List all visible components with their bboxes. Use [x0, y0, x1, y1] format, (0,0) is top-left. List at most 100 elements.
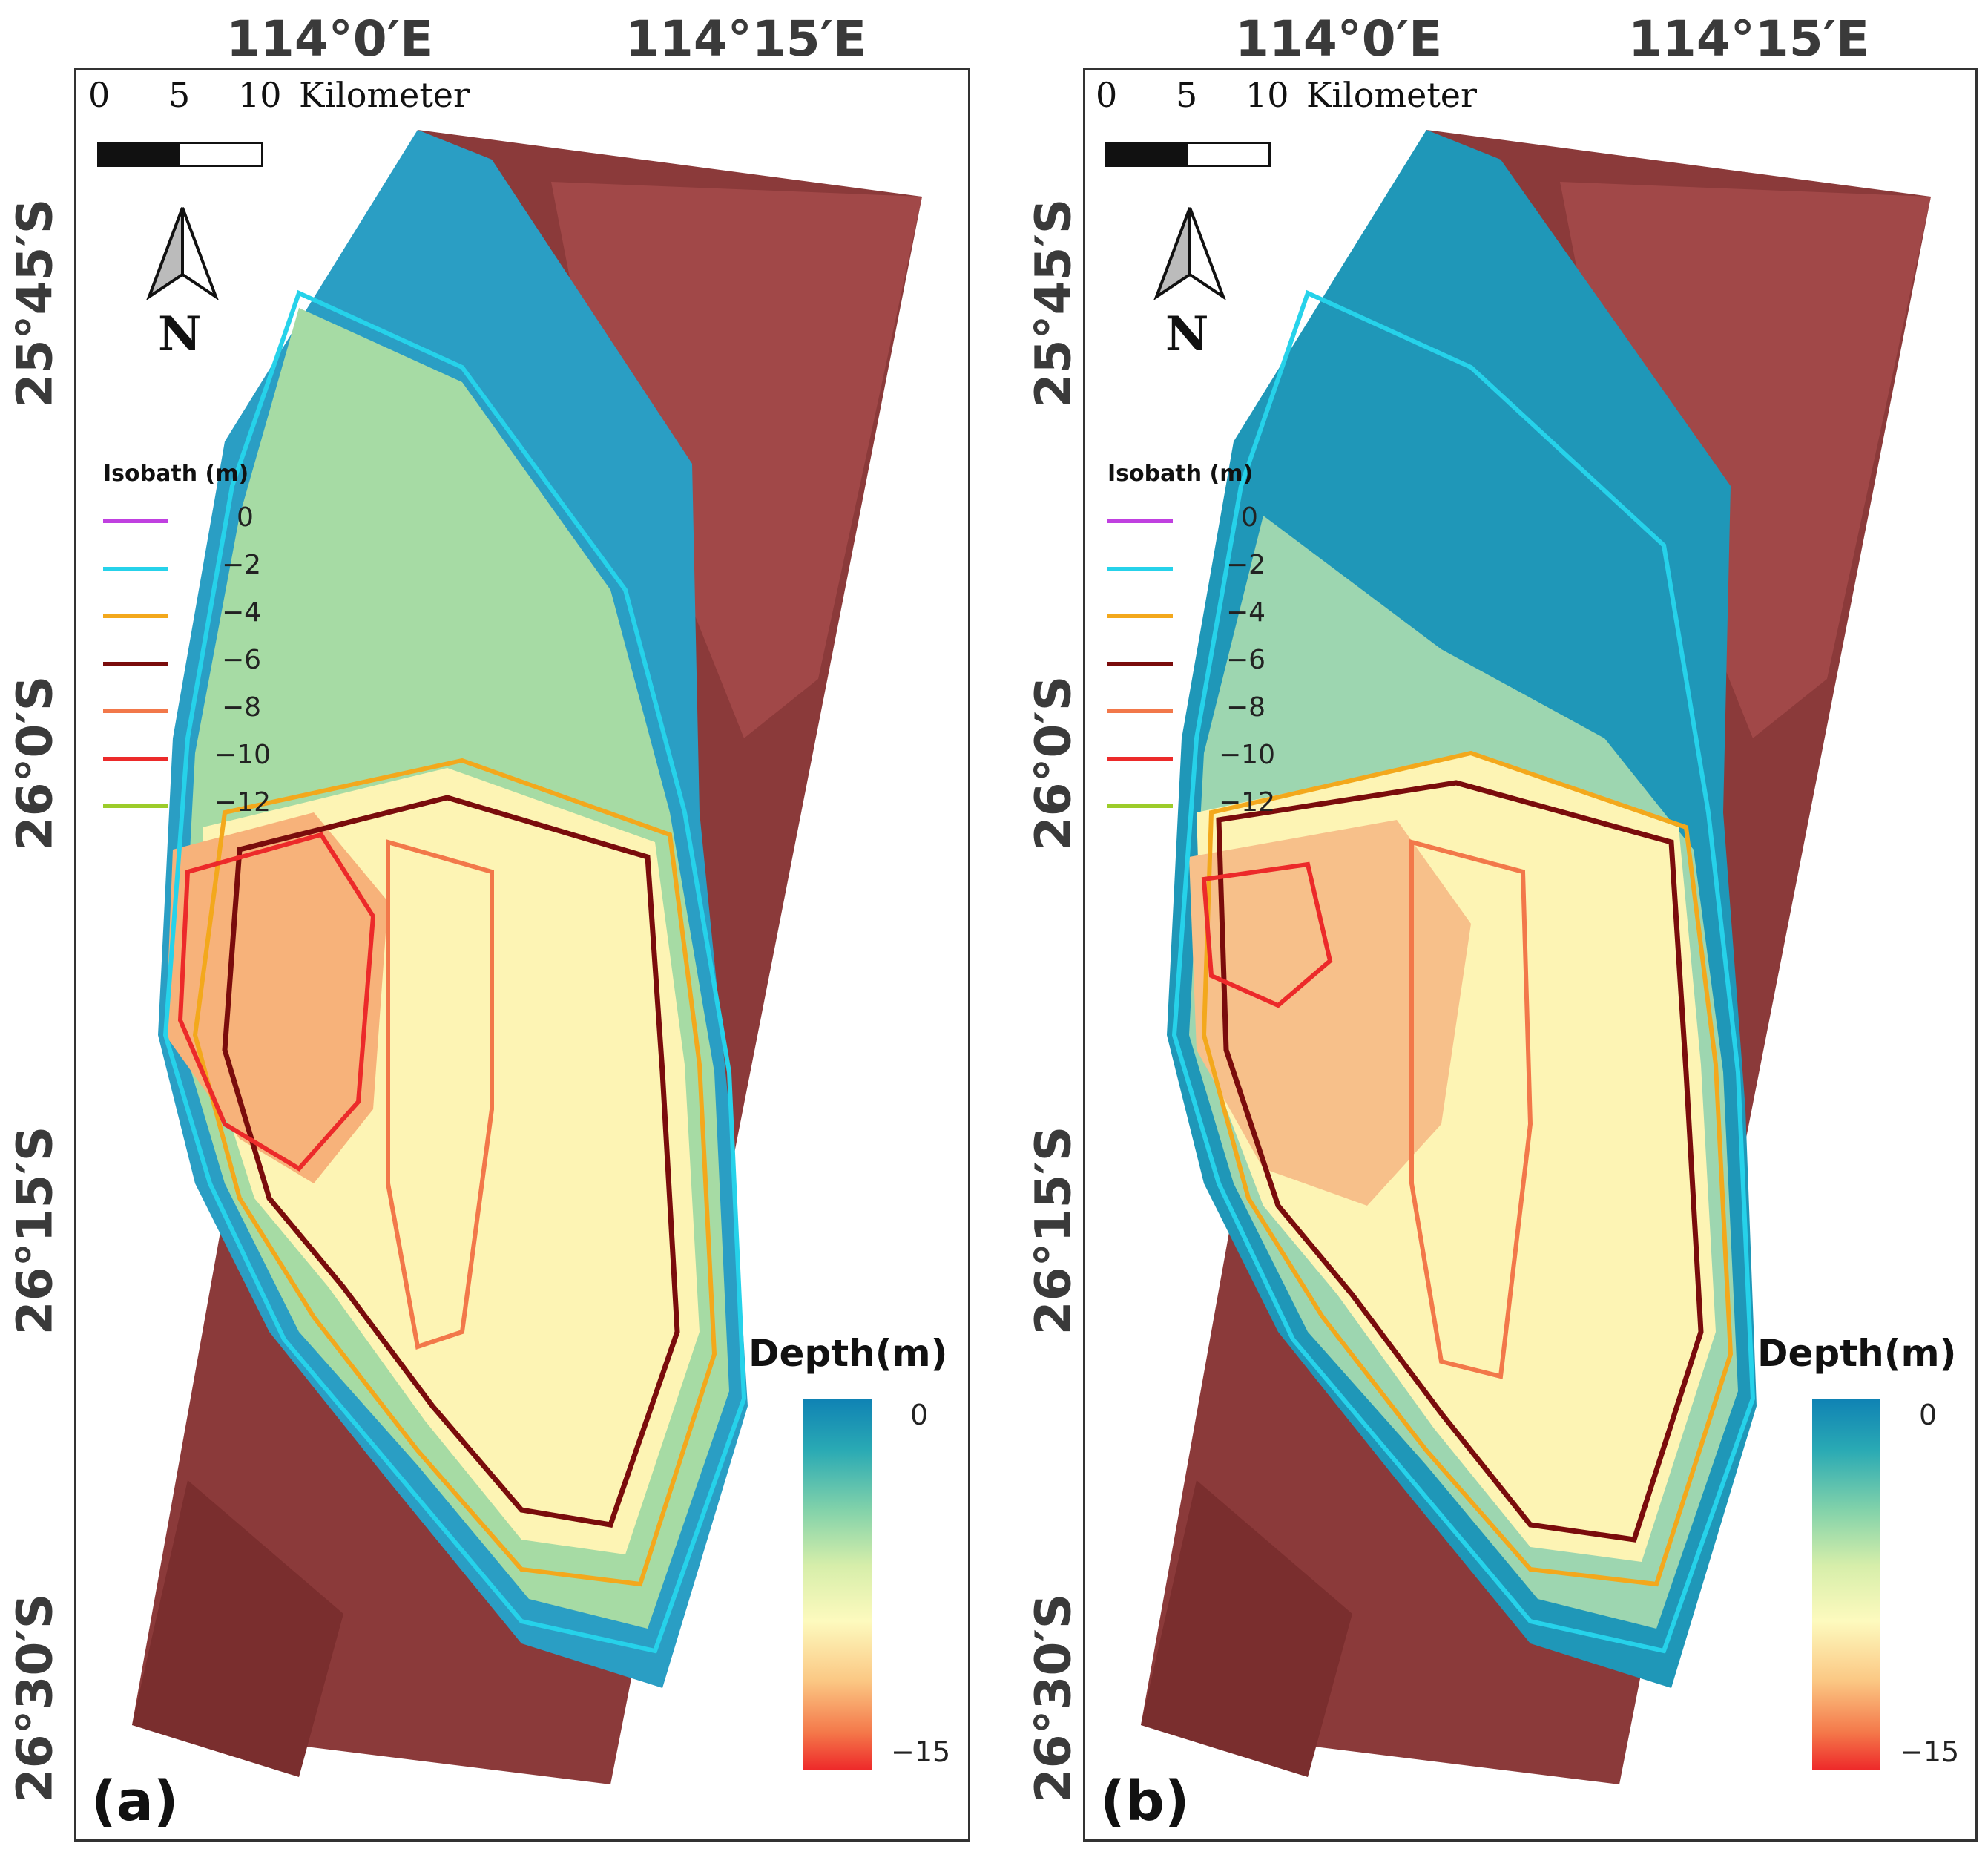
legend-item-5: −10: [1107, 738, 1330, 783]
scale-tick-0: 0: [1096, 75, 1118, 115]
isobath-minus-4: [192, 758, 717, 1587]
isobath-minus-4: [1201, 750, 1734, 1587]
legend-line-0: [103, 519, 168, 523]
map-frame-a: 0 5 10 Kilometer N Isobath (m) 0 −2 −4: [74, 68, 970, 1842]
isobath-minus-8: [1409, 839, 1533, 1379]
legend-line-2: [1107, 614, 1173, 618]
depth-colorbar-title: Depth(m): [1757, 1332, 1957, 1375]
panel-tag-a: (a): [91, 1770, 179, 1833]
isobath-minus-10: [177, 832, 376, 1172]
scale-tick-10: 10: [238, 75, 282, 115]
panel-b: 114°0′E 114°15′E 25°45′S 26°0′S 26°15′S …: [994, 0, 1988, 1872]
map-image-b: [1141, 130, 1931, 1784]
scale-tick-10: 10: [1245, 75, 1289, 115]
legend-item-1: −2: [1107, 548, 1330, 593]
legend-value-2: −4: [222, 597, 262, 628]
legend-value-4: −8: [1226, 692, 1266, 723]
legend-value-4: −8: [222, 692, 262, 723]
legend-value-1: −2: [1226, 550, 1266, 580]
scale-unit: Kilometer: [299, 75, 470, 115]
legend-line-5: [103, 757, 168, 761]
depth-min-label: −15: [891, 1735, 951, 1768]
scale-bar: [1105, 142, 1271, 167]
depth-colorbar-title: Depth(m): [748, 1332, 948, 1375]
scale-bar: [97, 142, 263, 167]
lat-label-26-0: 26°0′S: [6, 675, 64, 851]
legend-item-3: −6: [1107, 643, 1330, 688]
land-texture: [1560, 182, 1931, 738]
isobath-legend-title: Isobath (m): [103, 461, 249, 487]
legend-line-1: [103, 567, 168, 571]
legend-item-4: −8: [103, 691, 326, 735]
lat-label-25-45-b: 25°45′S: [1024, 198, 1082, 408]
legend-value-1: −2: [222, 550, 262, 580]
legend-value-0: 0: [1241, 502, 1258, 533]
north-label: N: [158, 306, 202, 362]
water-deepest: [165, 812, 388, 1183]
isobath-minus-10: [1201, 861, 1333, 1008]
legend-line-3: [1107, 662, 1173, 666]
water-deepest: [1189, 820, 1471, 1206]
legend-item-3: −6: [103, 643, 326, 688]
lat-label-26-30-b: 26°30′S: [1024, 1593, 1082, 1803]
panel-tag-b: (b): [1100, 1770, 1190, 1833]
map-image-a: [132, 130, 922, 1784]
isobath-minus-2: [162, 289, 747, 1654]
north-arrow-icon: [145, 207, 220, 300]
north-arrow-icon: [1153, 207, 1227, 300]
legend-value-2: −4: [1226, 597, 1266, 628]
isobath-minus-2: [1171, 289, 1756, 1654]
legend-item-4: −8: [1107, 691, 1330, 735]
legend-item-0: 0: [1107, 501, 1330, 545]
legend-value-6: −12: [1219, 787, 1275, 818]
lat-label-26-15: 26°15′S: [6, 1126, 64, 1336]
legend-line-3: [103, 662, 168, 666]
legend-value-5: −10: [1219, 740, 1275, 770]
scale-tick-5: 5: [168, 75, 191, 115]
depth-colorbar: [1812, 1399, 1880, 1770]
legend-item-5: −10: [103, 738, 326, 783]
scale-unit: Kilometer: [1306, 75, 1478, 115]
legend-line-4: [103, 709, 168, 713]
lon-label-114-0: 114°0′E: [226, 10, 434, 68]
depth-max-label: 0: [1919, 1399, 1938, 1431]
legend-value-3: −6: [1226, 645, 1266, 675]
legend-line-6: [103, 804, 168, 808]
legend-line-6: [1107, 804, 1173, 808]
legend-item-6: −12: [1107, 786, 1330, 830]
scale-tick-5: 5: [1176, 75, 1198, 115]
panel-a: 114°0′E 114°15′E 25°45′S 26°0′S 26°15′S …: [6, 10, 970, 1842]
lat-label-25-45: 25°45′S: [6, 198, 64, 408]
legend-item-0: 0: [103, 501, 326, 545]
depth-max-label: 0: [910, 1399, 929, 1431]
isobath-minus-6: [222, 795, 680, 1528]
map-frame-b: 0 5 10 Kilometer N Isobath (m) 0 −2 −4: [1083, 68, 1978, 1842]
lat-label-26-15-b: 26°15′S: [1024, 1126, 1082, 1336]
legend-line-5: [1107, 757, 1173, 761]
lat-label-26-0-b: 26°0′S: [1024, 675, 1082, 851]
isobath-minus-8: [386, 839, 494, 1350]
legend-value-5: −10: [214, 740, 271, 770]
legend-value-3: −6: [222, 645, 262, 675]
depth-min-label: −15: [1900, 1735, 1960, 1768]
land-texture-2: [132, 1480, 343, 1777]
north-label: N: [1165, 306, 1209, 362]
legend-item-6: −12: [103, 786, 326, 830]
legend-line-0: [1107, 519, 1173, 523]
legend-item-1: −2: [103, 548, 326, 593]
legend-line-1: [1107, 567, 1173, 571]
legend-line-2: [103, 614, 168, 618]
land-texture-2: [1141, 1480, 1352, 1777]
land-texture: [551, 182, 922, 738]
legend-value-0: 0: [237, 502, 254, 533]
scale-tick-0: 0: [88, 75, 111, 115]
lon-label-114-0-b: 114°0′E: [1235, 10, 1443, 68]
legend-value-6: −12: [214, 787, 271, 818]
lon-label-114-15: 114°15′E: [625, 10, 867, 68]
isobath-minus-6: [1216, 780, 1704, 1543]
isobath-legend-title: Isobath (m): [1107, 461, 1254, 487]
lon-label-114-15-b: 114°15′E: [1628, 10, 1870, 68]
legend-item-2: −4: [103, 596, 326, 640]
legend-line-4: [1107, 709, 1173, 713]
legend-item-2: −4: [1107, 596, 1330, 640]
